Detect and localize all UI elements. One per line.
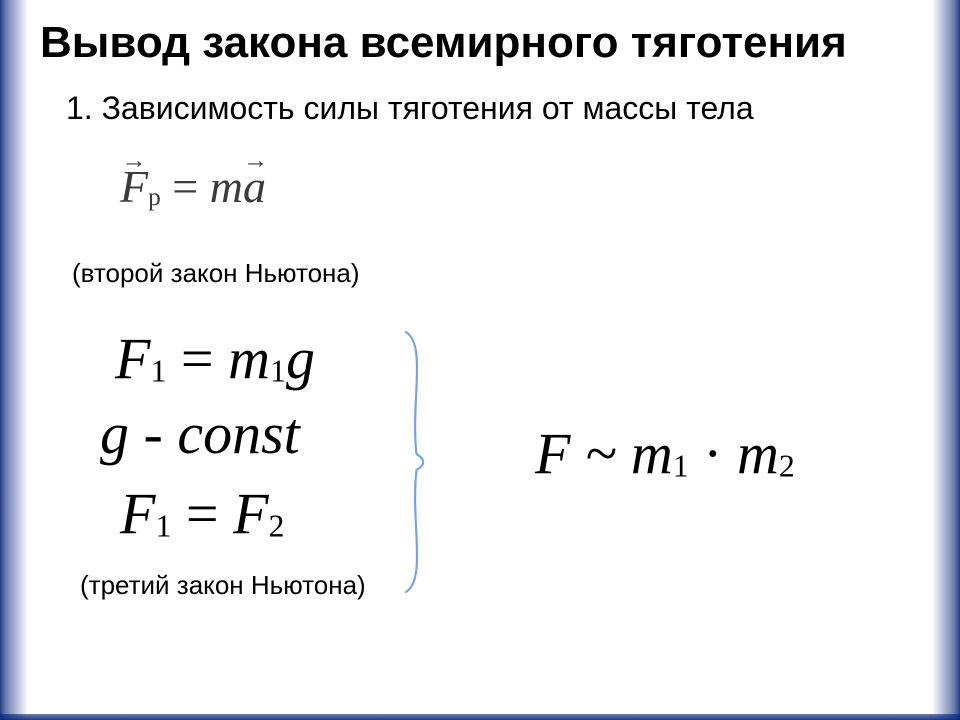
eq-sign: = [161,161,210,212]
sym-m: m [228,326,270,391]
sub-1: 1 [150,354,166,389]
sym-m: m [210,161,243,212]
slide: Вывод закона всемирного тяготения 1. Зав… [0,0,960,720]
sub-1: 1 [673,449,689,484]
newton2-formula: Fp = ma [120,160,266,213]
sym-F2: F [233,481,268,546]
sub-1: 1 [155,509,171,544]
eq-sign: = [166,326,228,391]
eq-g-const: g - const [100,400,300,467]
subtitle: 1. Зависимость силы тяготения от массы т… [66,90,754,127]
sym-m2: m [737,421,779,486]
dot: · [689,421,737,486]
sym-g: g [286,326,315,391]
tilde: ~ [570,421,630,486]
sub-2: 2 [269,509,285,544]
eq-sign: = [171,481,233,546]
eq-f1-eq-m1g: F1 = m1g [115,325,315,392]
sym-F: F [115,326,150,391]
sub-2: 2 [779,449,795,484]
sym-g: g [100,401,129,466]
sym-a: a [243,161,266,212]
eq-f-prop-m1m2: F ~ m1 · m2 [535,420,795,487]
eq-f1-eq-f2: F1 = F2 [120,480,285,547]
const: const [177,401,299,466]
page-title: Вывод закона всемирного тяготения [40,20,920,66]
caption-newton3: (третий закон Ньютона) [80,570,366,601]
sym-m1: m [631,421,673,486]
dash: - [129,401,177,466]
sym-F: F [535,421,570,486]
sym-F: F [120,481,155,546]
brace [400,332,430,592]
sub-p: p [148,183,161,211]
caption-newton2: (второй закон Ньютона) [72,258,360,289]
sub-1b: 1 [270,354,286,389]
sym-F: F [120,161,148,212]
brace-path [406,332,423,592]
